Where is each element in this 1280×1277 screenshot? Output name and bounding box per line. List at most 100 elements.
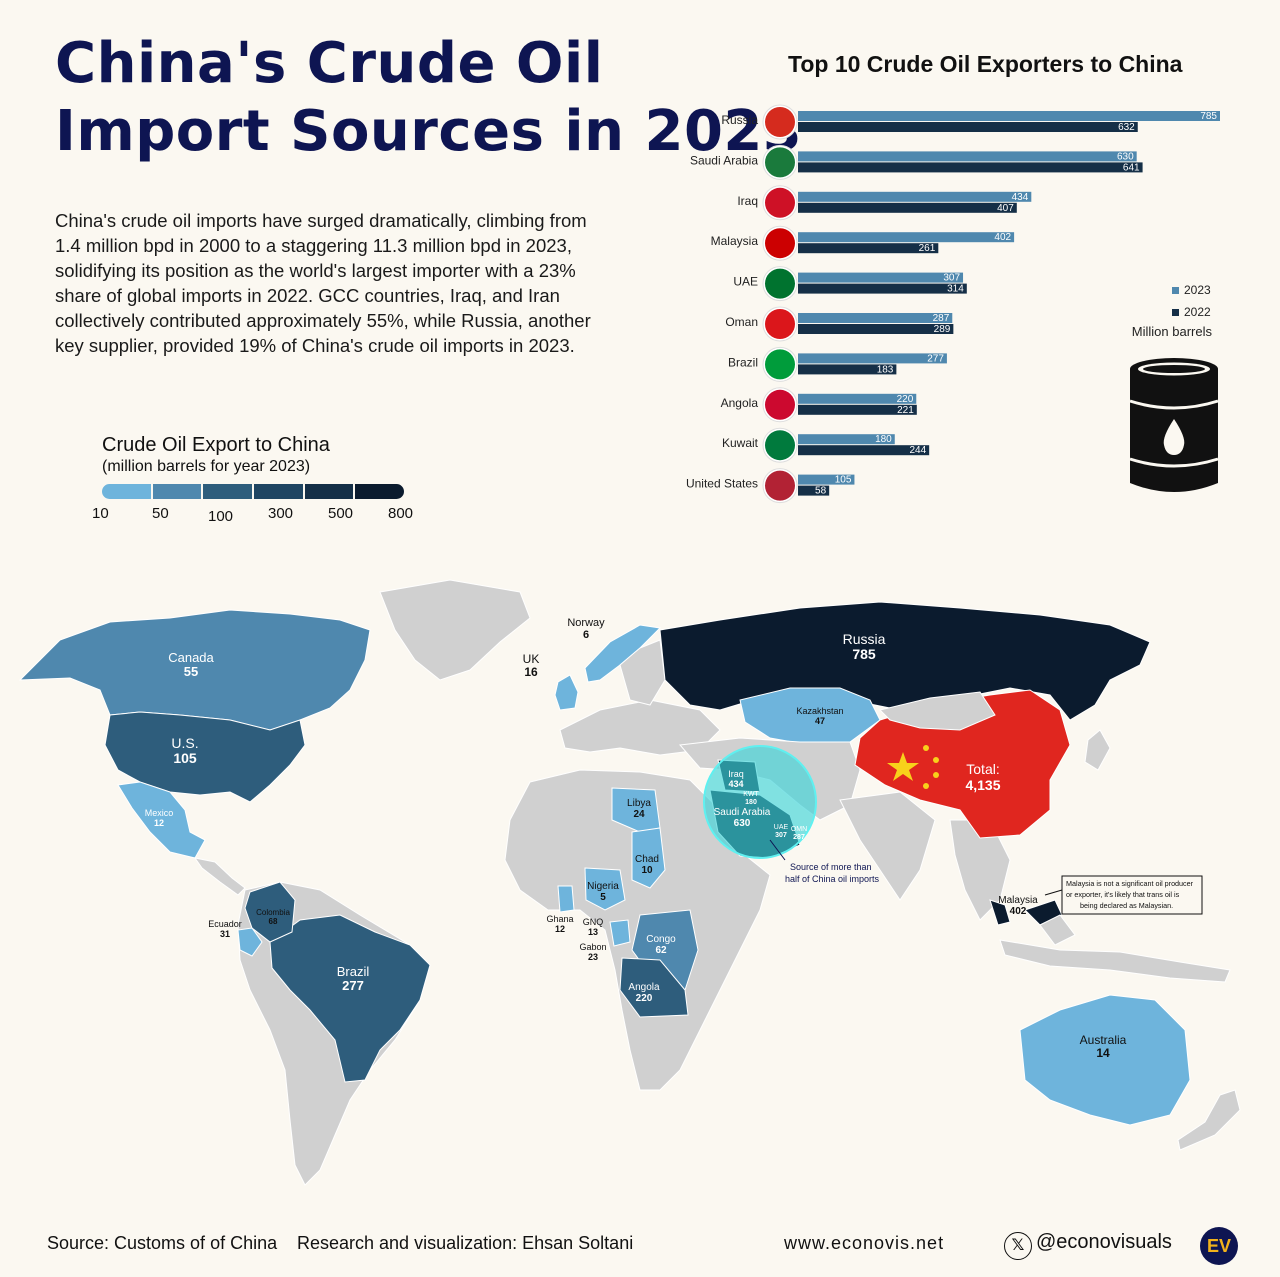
legend-swatch: [152, 484, 202, 499]
map-label-name: Ghana: [546, 914, 573, 924]
bar-value-2023: 785: [1200, 111, 1217, 122]
bar-category-label: Kuwait: [722, 436, 759, 450]
bar-2022: [798, 324, 954, 334]
country-usa: [104, 711, 306, 803]
map-legend-color-scale: [102, 484, 405, 499]
bar-category-label: Iraq: [737, 194, 758, 208]
bar-legend-swatch: [1172, 309, 1179, 316]
bar-2022: [798, 162, 1143, 173]
bar-value-2022: 289: [934, 324, 951, 335]
bar-2023: [798, 474, 855, 485]
x-logo-icon[interactable]: 𝕏: [1004, 1232, 1032, 1260]
bar-legend-label: 2023: [1184, 283, 1211, 297]
bar-category-label: Brazil: [728, 355, 758, 369]
map-label-name: Kazakhstan: [796, 706, 843, 716]
map-label-value: 630: [734, 818, 751, 829]
country-malaysia: [989, 899, 1011, 926]
bar-value-2022: 261: [919, 243, 936, 254]
bar-2023: [798, 151, 1137, 162]
map-label-name: Norway: [567, 617, 605, 629]
map-label-value: 287: [793, 834, 805, 841]
bar-category-label: Russia: [721, 113, 758, 127]
econovis-logo: EV: [1200, 1227, 1238, 1265]
map-label-name: Malaysia: [998, 895, 1038, 906]
map-label-name: Mexico: [145, 808, 174, 818]
bar-2022: [798, 404, 917, 415]
map-label-value: 13: [588, 927, 598, 937]
legend-tick-label: 500: [328, 505, 354, 522]
map-label-name: Russia: [843, 631, 886, 647]
bar-value-2023: 105: [835, 475, 852, 486]
bar-legend-label: 2022: [1184, 305, 1211, 319]
map-label-name: GNQ: [583, 917, 604, 927]
map-label-value: 23: [588, 952, 598, 962]
bar-value-2022: 632: [1118, 122, 1135, 133]
flag-icon-color: [765, 147, 795, 178]
footer-website-link[interactable]: www.econovis.net: [784, 1233, 945, 1253]
bar-category-label: Saudi Arabia: [690, 153, 758, 167]
flag-icon-color: [765, 228, 795, 259]
map-label-name: Ecuador: [208, 919, 242, 929]
map-label-name: Nigeria: [587, 881, 619, 892]
map-label-value: 5: [600, 892, 606, 903]
map-label-value: 55: [184, 664, 198, 679]
map-label-name: Libya: [627, 798, 651, 809]
country-brazil: [269, 914, 431, 1083]
bar-value-2023: 180: [875, 434, 892, 445]
map-labels: Canada55U.S.105Mexico12Colombia68Ecuador…: [145, 617, 1127, 1060]
gulf-note-line-1: Source of more than: [790, 862, 872, 872]
map-label-value: 14: [1096, 1046, 1110, 1060]
map-label-name: Congo: [646, 934, 676, 945]
bar-value-2022: 58: [815, 486, 827, 497]
map-label-name: Iraq: [728, 769, 744, 779]
bar-chart-title: Top 10 Crude Oil Exporters to China: [788, 51, 1183, 77]
bar-value-2022: 244: [909, 445, 926, 456]
legend-swatch: [304, 484, 354, 499]
map-label-value: 785: [852, 646, 876, 662]
malaysia-note-line-3: being declared as Malaysian.: [1080, 901, 1173, 910]
flag-icon-color: [765, 470, 795, 501]
country-chad: [631, 827, 666, 889]
bar-category-label: United States: [686, 477, 758, 491]
footer-handle-link[interactable]: @econovisuals: [1036, 1231, 1172, 1253]
map-label-name: KWT: [743, 791, 759, 798]
bar-category-label: Oman: [725, 315, 758, 329]
map-label-value: 180: [745, 799, 757, 806]
map-legend-ticks: 10 50 100 300 500 800: [80, 505, 440, 525]
legend-tick-label: 100: [208, 508, 234, 525]
map-label-value: 220: [636, 993, 653, 1004]
map-label-name: Gabon: [579, 942, 606, 952]
map-label-value: 12: [154, 818, 164, 828]
legend-swatch: [254, 484, 303, 499]
bar-category-label: UAE: [733, 275, 758, 289]
country-gabon: [609, 919, 631, 947]
country-russia: [659, 601, 1151, 721]
map-label-value: 47: [815, 716, 825, 726]
gulf-note-line-2: half of China oil imports: [785, 874, 880, 884]
legend-tick-label: 50: [152, 505, 169, 522]
country-mexico: [117, 781, 206, 859]
bar-2022: [798, 202, 1017, 213]
world-map: Canada55U.S.105Mexico12Colombia68Ecuador…: [18, 579, 1241, 1186]
map-label-name: Chad: [635, 854, 659, 865]
map-label-value: 10: [641, 865, 653, 876]
bar-value-2022: 407: [997, 203, 1014, 214]
map-label-value: 24: [633, 809, 645, 820]
map-label-name: UAE: [774, 824, 789, 831]
map-label-name: OMN: [791, 826, 807, 833]
china-total-label: Total:: [966, 761, 999, 777]
map-label-value: 68: [269, 917, 278, 926]
country-kazakhstan: [739, 687, 881, 746]
bar-category-label: Angola: [721, 396, 759, 410]
map-label-name: Brazil: [337, 964, 370, 979]
map-label-value: 277: [342, 978, 364, 993]
country-australia: [1019, 994, 1191, 1126]
